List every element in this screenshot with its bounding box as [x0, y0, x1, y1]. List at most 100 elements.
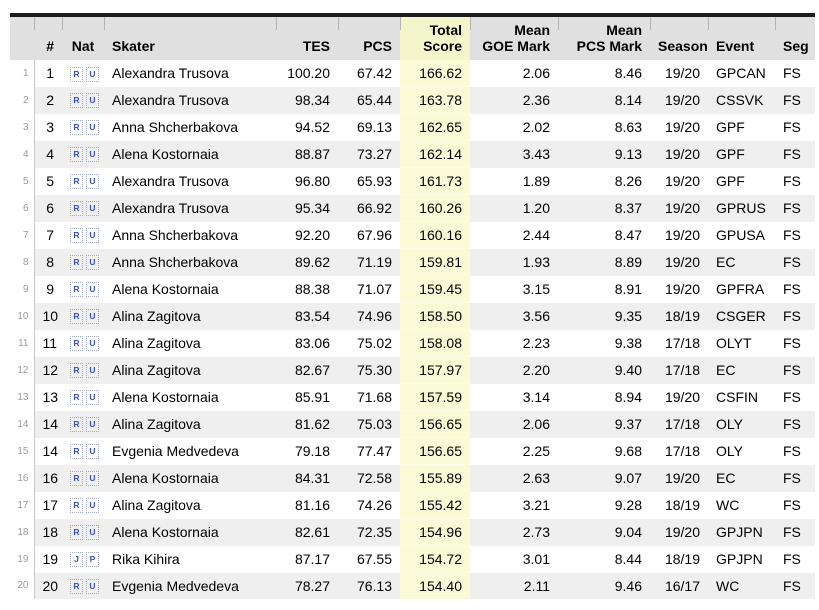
- cell-pcs: 67.55: [356, 551, 392, 567]
- cell-pcsmark: 9.35: [558, 302, 650, 330]
- nationality-letter-box: U: [86, 417, 99, 433]
- cell-season: 16/17: [650, 572, 708, 599]
- table-row: 17 17 R U Alina Zagitova 81.16 74.26 155.42 3.21…: [10, 491, 815, 519]
- cell-pcs: 74.26: [356, 497, 392, 513]
- cell-pcs: 66.92: [338, 194, 400, 222]
- cell-rank: 16: [34, 464, 62, 492]
- nationality-letter-box: P: [86, 552, 99, 568]
- cell-rank: 4: [34, 140, 62, 168]
- cell-goe: 2.73: [470, 518, 558, 546]
- cell-pcs: 74.96: [338, 302, 400, 330]
- cell-tes: 95.34: [276, 194, 338, 222]
- cell-pcs: 75.03: [338, 410, 400, 438]
- cell-seg: FS: [775, 194, 815, 222]
- cell-pcs: 73.27: [338, 140, 400, 168]
- cell-goe: 1.89: [522, 173, 550, 189]
- row-number: 17: [10, 491, 35, 519]
- row-number: 8: [10, 248, 35, 276]
- row-number: 2: [10, 86, 35, 114]
- cell-goe: 2.36: [470, 86, 558, 114]
- table-row: 14 14 R U Alina Zagitova 81.62 75.03 156.65 2.06…: [10, 410, 815, 438]
- cell-goe: 2.25: [522, 443, 550, 459]
- cell-event: GPF: [716, 173, 745, 189]
- nationality-letter-box: R: [70, 336, 83, 352]
- cell-rank: 11: [42, 335, 58, 351]
- cell-event: WC: [716, 497, 740, 513]
- cell-tes: 88.87: [276, 140, 338, 168]
- cell-pcs: 69.13: [356, 119, 392, 135]
- column-header-event: Event: [708, 15, 775, 60]
- row-number: 6: [10, 194, 35, 222]
- nationality-letter-box: U: [86, 525, 99, 541]
- nationality-letter-box: R: [70, 471, 83, 487]
- row-number-column-header: [10, 15, 34, 60]
- nationality-letter-box: R: [70, 282, 83, 298]
- cell-season: 17/18: [650, 410, 708, 438]
- cell-seg: FS: [783, 551, 801, 567]
- cell-goe: 3.15: [522, 281, 550, 297]
- cell-pcs: 75.02: [356, 335, 392, 351]
- cell-event: GPJPN: [716, 551, 763, 567]
- cell-season: 19/20: [664, 227, 700, 243]
- cell-season: 19/20: [650, 464, 708, 492]
- nationality-letter-box: U: [86, 201, 99, 217]
- cell-rank: 13: [42, 389, 59, 405]
- cell-pcsmark: 8.44: [614, 551, 642, 567]
- table-row: 19 19 J P Rika Kihira 87.17 67.55 154.72 3.01 8.4…: [10, 545, 815, 573]
- cell-pcs: 65.44: [338, 86, 400, 114]
- cell-event: EC: [708, 356, 775, 384]
- table-row: 12 12 R U Alina Zagitova 82.67 75.30 157.97 2.20…: [10, 356, 815, 384]
- cell-goe: 1.93: [470, 248, 558, 276]
- nationality-letter-box: U: [86, 174, 99, 190]
- cell-pcs: 71.68: [356, 389, 392, 405]
- cell-total: 159.81: [400, 248, 470, 276]
- nationality-letter-box: R: [70, 444, 83, 460]
- cell-total: 157.97: [400, 356, 470, 384]
- nationality-letter-box: R: [70, 525, 83, 541]
- scores-table: # Nat Skater TES PCS Total Score Mean GO…: [10, 13, 815, 599]
- cell-tes: 87.17: [294, 551, 330, 567]
- cell-goe: 2.20: [470, 356, 558, 384]
- cell-tes: 88.38: [294, 281, 330, 297]
- cell-total: 162.14: [400, 140, 470, 168]
- cell-pcsmark: 9.07: [558, 464, 650, 492]
- cell-goe: 3.01: [522, 551, 550, 567]
- nationality-letter-box: R: [70, 174, 83, 190]
- nationality-letter-box: U: [86, 93, 99, 109]
- column-header-pcs: PCS: [338, 15, 400, 60]
- cell-event: GPRUS: [708, 194, 775, 222]
- column-header-mean-pcs-mark: Mean PCS Mark: [558, 15, 650, 60]
- cell-rank: 20: [34, 572, 62, 599]
- cell-skater: Alina Zagitova: [104, 410, 276, 438]
- cell-tes: 92.20: [294, 227, 330, 243]
- cell-total: 157.59: [400, 383, 470, 411]
- table-row: 20 20 R U Evgenia Medvedeva 78.27 76.13 154.40 2…: [10, 572, 815, 599]
- cell-event: EC: [708, 464, 775, 492]
- cell-season: 17/18: [650, 356, 708, 384]
- cell-pcs: 72.58: [338, 464, 400, 492]
- cell-pcsmark: 8.47: [614, 227, 642, 243]
- cell-skater: Alena Kostornaia: [104, 464, 276, 492]
- cell-season: 18/19: [664, 551, 700, 567]
- column-header-skater: Skater: [104, 15, 276, 60]
- cell-skater: Evgenia Medvedeva: [104, 572, 276, 599]
- cell-seg: FS: [783, 389, 801, 405]
- cell-goe: 2.44: [522, 227, 550, 243]
- nationality-letter-box: U: [86, 579, 99, 595]
- cell-tes: 82.61: [276, 518, 338, 546]
- row-number: 14: [10, 410, 35, 438]
- cell-skater: Alina Zagitova: [112, 497, 201, 513]
- cell-pcsmark: 9.37: [558, 410, 650, 438]
- cell-pcs: 65.93: [356, 173, 392, 189]
- cell-pcsmark: 9.68: [614, 443, 642, 459]
- cell-season: 19/20: [664, 281, 700, 297]
- cell-seg: FS: [775, 140, 815, 168]
- column-header-tes: TES: [276, 15, 338, 60]
